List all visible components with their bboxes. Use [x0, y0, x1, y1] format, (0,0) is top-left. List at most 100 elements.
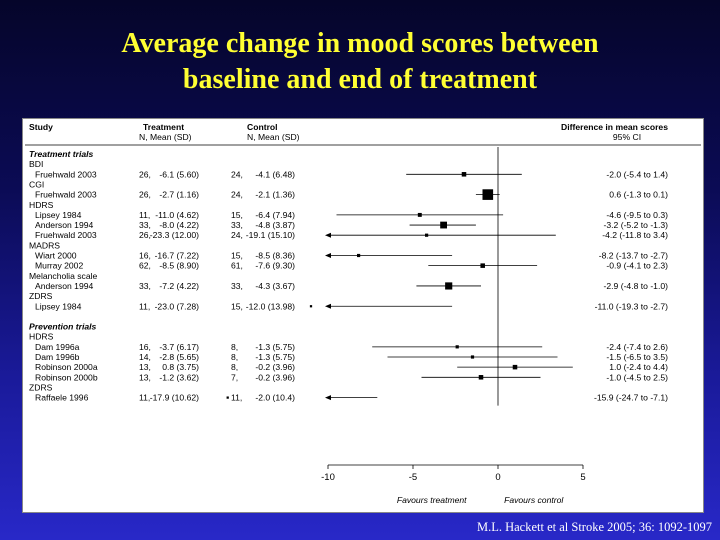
header-difference: Difference in mean scores: [561, 122, 668, 132]
ci-arrow-left: [325, 395, 331, 401]
ci-text: -15.9 (-24.7 to -7.1): [594, 393, 668, 403]
treatment-n: 11,: [139, 210, 150, 220]
ci-arrow-left: [325, 232, 331, 238]
treatment-n: 13,: [139, 372, 151, 382]
control-n: 61,: [231, 261, 243, 271]
scale-label: HDRS: [29, 200, 54, 210]
study-name: Robinson 2000b: [35, 372, 98, 382]
treatment-n: 16,: [139, 251, 151, 261]
title-line-2: baseline and end of treatment: [182, 64, 538, 95]
treatment-n: 11,: [139, 301, 150, 311]
point-estimate: [512, 364, 518, 370]
ci-text: -4.6 (-9.5 to 0.3): [606, 210, 668, 220]
point-estimate: [357, 253, 361, 258]
control-n: 15,: [231, 251, 243, 261]
favours-control-label: Favours control: [504, 495, 564, 505]
treatment-mean: 0.8 (3.75): [162, 362, 199, 372]
ci-text: -2.4 (-7.4 to 2.6): [606, 342, 668, 352]
ci-arrow-left: [325, 303, 331, 309]
ci-text: 0.6 (-1.3 to 0.1): [609, 190, 668, 200]
x-tick-label: -5: [409, 472, 417, 483]
treatment-mean: -8.0 (4.22): [159, 220, 199, 230]
treatment-mean: -6.1 (5.60): [159, 169, 199, 179]
control-n: 11,: [231, 393, 242, 403]
treatment-mean: -7.2 (4.22): [159, 281, 199, 291]
header-treatment-sub: N, Mean (SD): [139, 132, 192, 142]
ci-text: -2.0 (-5.4 to 1.4): [606, 169, 668, 179]
scale-label: BDI: [29, 159, 43, 169]
scale-label: ZDRS: [29, 382, 53, 392]
ci-text: -2.9 (-4.8 to -1.0): [604, 281, 669, 291]
control-n: 15,: [231, 210, 243, 220]
treatment-n: 13,: [139, 362, 151, 372]
point-estimate: [417, 212, 422, 217]
study-name: Anderson 1994: [35, 281, 94, 291]
point-estimate: [461, 172, 467, 177]
treatment-n: 26,: [139, 230, 151, 240]
point-estimate: [309, 305, 313, 308]
treatment-n: 26,: [139, 190, 151, 200]
study-name: Raffaele 1996: [35, 393, 89, 403]
scale-label: ZDRS: [29, 291, 53, 301]
ci-text: -0.9 (-4.1 to 2.3): [606, 261, 668, 271]
control-mean: -0.2 (3.96): [255, 372, 295, 382]
scale-label: CGI: [29, 179, 44, 189]
study-name: Lipsey 1984: [35, 301, 82, 311]
slide-title: Average change in mood scores between ba…: [0, 26, 720, 98]
point-estimate: [445, 282, 453, 290]
study-name: Robinson 2000a: [35, 362, 98, 372]
control-mean: -2.0 (10.4): [255, 393, 295, 403]
point-estimate: [482, 189, 494, 200]
treatment-mean: -1.2 (3.62): [159, 372, 199, 382]
control-n: 33,: [231, 281, 243, 291]
study-name: Dam 1996b: [35, 352, 80, 362]
citation: M.L. Hackett et al Stroke 2005; 36: 1092…: [476, 520, 712, 534]
control-n: 7,: [231, 372, 238, 382]
study-name: Wiart 2000: [35, 251, 77, 261]
control-n: 24,: [231, 190, 243, 200]
study-name: Fruehwald 2003: [35, 169, 97, 179]
treatment-mean: -2.8 (5.65): [159, 352, 199, 362]
x-tick-label: 5: [580, 472, 585, 483]
x-tick-label: -10: [321, 472, 335, 483]
treatment-mean: -23.3 (12.00): [150, 230, 199, 240]
ci-text: -11.0 (-19.3 to -2.7): [595, 301, 669, 311]
control-n: 15,: [231, 301, 243, 311]
study-name: Dam 1996a: [35, 342, 80, 352]
control-mean: -0.2 (3.96): [255, 362, 295, 372]
header-control: Control: [247, 122, 278, 132]
title-line-1: Average change in mood scores between: [121, 28, 599, 59]
treatment-mean: -17.9 (10.62): [150, 393, 199, 403]
control-n: 8,: [231, 352, 238, 362]
scale-label: Melancholia scale: [29, 271, 98, 281]
point-estimate: [470, 355, 475, 359]
treatment-n: 33,: [139, 281, 151, 291]
study-name: Anderson 1994: [35, 220, 94, 230]
ci-text: -4.2 (-11.8 to 3.4): [602, 230, 668, 240]
treatment-mean: -23.0 (7.28): [155, 301, 200, 311]
control-mean: -19.1 (15.10): [246, 230, 295, 240]
section-label: Treatment trials: [29, 149, 94, 159]
study-name: Fruehwald 2003: [35, 190, 97, 200]
point-estimate: [425, 233, 429, 237]
header-study: Study: [29, 122, 53, 132]
treatment-n: 16,: [139, 342, 151, 352]
header-control-sub: N, Mean (SD): [247, 132, 300, 142]
treatment-n: 14,: [139, 352, 151, 362]
control-mean: -2.1 (1.36): [255, 190, 295, 200]
treatment-mean: -2.7 (1.16): [159, 190, 199, 200]
treatment-n: 33,: [139, 220, 151, 230]
control-mean: -1.3 (5.75): [255, 352, 295, 362]
control-n: 24,: [231, 230, 243, 240]
study-name: Lipsey 1984: [35, 210, 82, 220]
header-difference-ci: 95% CI: [613, 132, 641, 142]
section-label: Prevention trials: [29, 322, 97, 332]
ci-text: -8.2 (-13.7 to -2.7): [599, 251, 668, 261]
treatment-n: 62,: [139, 261, 151, 271]
point-estimate: [226, 396, 229, 399]
point-estimate: [455, 345, 459, 349]
x-tick-label: 0: [495, 472, 500, 483]
control-mean: -7.6 (9.30): [255, 261, 295, 271]
scale-label: MADRS: [29, 240, 60, 250]
treatment-n: 26,: [139, 169, 151, 179]
